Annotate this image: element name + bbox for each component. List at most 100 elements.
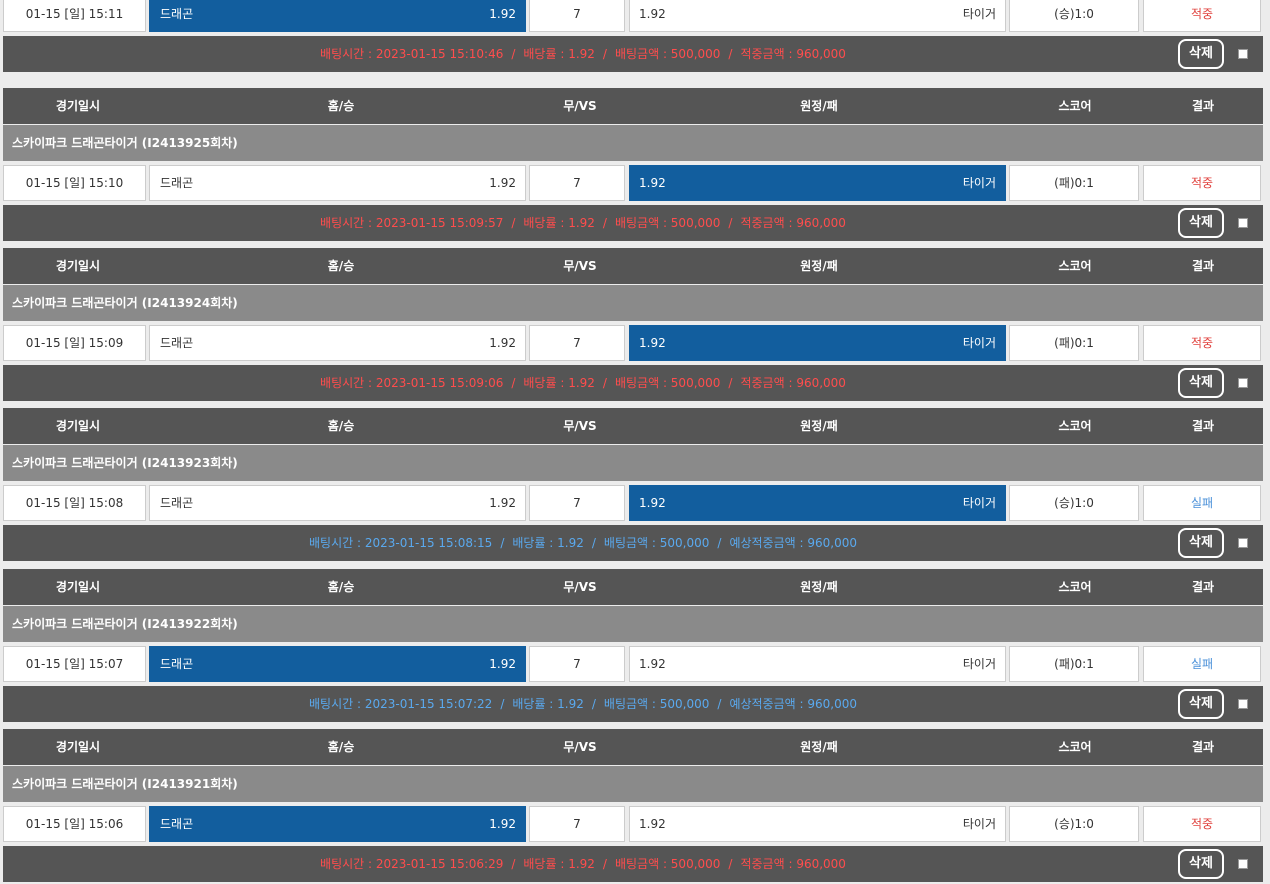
colon: : — [353, 697, 365, 711]
bet-time-value: 2023-01-15 15:09:06 — [375, 376, 504, 390]
bet-amount-label: 배팅금액 — [614, 216, 660, 230]
bet-info-bar: 배팅시간 : 2023-01-15 15:09:57 / 배당률 : 1.92 / 배팅… — [3, 205, 1263, 241]
home-pick[interactable]: 드래곤 1.92 — [149, 806, 526, 842]
colon: : — [648, 536, 660, 550]
delete-button[interactable]: 삭제 — [1178, 368, 1224, 398]
header-away: 원정/패 — [800, 580, 838, 594]
away-odds: 1.92 — [639, 336, 666, 350]
header-score: 스코어 — [1058, 580, 1092, 594]
header-date: 경기일시 — [55, 259, 101, 273]
home-pick[interactable]: 드래곤 1.92 — [149, 0, 526, 32]
bet-time-value: 2023-01-15 15:06:29 — [375, 857, 504, 871]
result-badge: 적중 — [1143, 0, 1261, 32]
home-team-name: 드래곤 — [160, 176, 194, 190]
away-pick[interactable]: 1.92 타이거 — [629, 485, 1006, 521]
select-checkbox[interactable] — [1238, 699, 1248, 709]
colon: : — [795, 536, 808, 550]
select-checkbox[interactable] — [1238, 859, 1248, 869]
colon: : — [784, 376, 797, 390]
bet-row: 01-15 [일] 15:09 드래곤 1.92 7 1.92 타이거 (패)0:1 적중 — [3, 325, 1263, 361]
home-pick[interactable]: 드래곤 1.92 — [149, 165, 526, 201]
bet-odds-value: 1.92 — [568, 216, 595, 230]
colon: : — [364, 376, 376, 390]
bet-row: 01-15 [일] 15:11 드래곤 1.92 7 1.92 타이거 (승)1:0 적중 — [3, 0, 1263, 32]
bet-amount-value: 500,000 — [670, 216, 721, 230]
delete-button[interactable]: 삭제 — [1178, 208, 1224, 238]
bet-amount-label: 배팅금액 — [614, 47, 660, 61]
delete-button[interactable]: 삭제 — [1178, 528, 1224, 558]
game-date: 01-15 [일] 15:07 — [3, 646, 146, 682]
away-pick[interactable]: 1.92 타이거 — [629, 646, 1006, 682]
bet-block: 경기일시 홈/승 무/VS 원정/패 스코어 결과 스카이파크 드래곤타이거 (I24139… — [3, 569, 1263, 765]
header-draw: 무/VS — [563, 259, 597, 273]
away-team-name: 타이거 — [962, 336, 996, 350]
separator: / — [728, 857, 733, 871]
colon: : — [784, 857, 797, 871]
away-pick[interactable]: 1.92 타이거 — [629, 165, 1006, 201]
away-pick[interactable]: 1.92 타이거 — [629, 806, 1006, 842]
bet-info-bar: 배팅시간 : 2023-01-15 15:09:06 / 배당률 : 1.92 / 배팅… — [3, 365, 1263, 401]
select-checkbox[interactable] — [1238, 218, 1248, 228]
separator: / — [591, 536, 596, 550]
home-pick[interactable]: 드래곤 1.92 — [149, 485, 526, 521]
colon: : — [795, 697, 808, 711]
bet-summary: 배팅시간 : 2023-01-15 15:07:22 / 배당률 : 1.92 / 배팅… — [3, 686, 1163, 722]
bet-info-bar: 배팅시간 : 2023-01-15 15:06:29 / 배당률 : 1.92 / 배팅… — [3, 846, 1263, 882]
header-result: 결과 — [1191, 740, 1215, 754]
select-checkbox[interactable] — [1238, 538, 1248, 548]
bet-block: 경기일시 홈/승 무/VS 원정/패 스코어 결과 스카이파크 드래곤타이거 (I24139… — [3, 408, 1263, 604]
select-checkbox[interactable] — [1238, 49, 1248, 59]
separator: / — [602, 857, 607, 871]
header-away: 원정/패 — [800, 740, 838, 754]
payout-amount-value: 960,000 — [796, 47, 846, 61]
bet-summary: 배팅시간 : 2023-01-15 15:09:06 / 배당률 : 1.92 / 배팅… — [3, 365, 1163, 401]
home-odds: 1.92 — [489, 336, 516, 350]
colon: : — [659, 47, 671, 61]
home-pick[interactable]: 드래곤 1.92 — [149, 325, 526, 361]
header-draw: 무/VS — [563, 419, 597, 433]
result-badge: 적중 — [1143, 165, 1261, 201]
table-header: 경기일시 홈/승 무/VS 원정/패 스코어 결과 — [3, 408, 1263, 444]
colon: : — [556, 857, 569, 871]
delete-button[interactable]: 삭제 — [1178, 39, 1224, 69]
home-pick[interactable]: 드래곤 1.92 — [149, 646, 526, 682]
bet-odds-value: 1.92 — [568, 857, 595, 871]
result-badge: 적중 — [1143, 325, 1261, 361]
bet-info-bar: 배팅시간 : 2023-01-15 15:10:46 / 배당률 : 1.92 / 배팅… — [3, 36, 1263, 72]
away-odds: 1.92 — [639, 7, 666, 21]
delete-button[interactable]: 삭제 — [1178, 849, 1224, 879]
draw-pick[interactable]: 7 — [529, 0, 625, 32]
bet-amount-label: 배팅금액 — [603, 697, 649, 711]
colon: : — [353, 536, 365, 550]
header-home: 홈/승 — [327, 259, 355, 273]
separator: / — [511, 376, 516, 390]
bet-info-bar: 배팅시간 : 2023-01-15 15:07:22 / 배당률 : 1.92 / 배팅… — [3, 686, 1263, 722]
draw-pick[interactable]: 7 — [529, 485, 625, 521]
away-team-name: 타이거 — [962, 7, 996, 21]
draw-pick[interactable]: 7 — [529, 165, 625, 201]
draw-pick[interactable]: 7 — [529, 646, 625, 682]
round-title: 스카이파크 드래곤타이거 (I2413924회차) — [3, 285, 1263, 321]
payout-amount-label: 적중금액 — [740, 216, 785, 230]
game-date: 01-15 [일] 15:11 — [3, 0, 146, 32]
select-checkbox[interactable] — [1238, 378, 1248, 388]
away-odds: 1.92 — [639, 657, 666, 671]
home-team-name: 드래곤 — [160, 7, 194, 21]
bet-amount-value: 500,000 — [659, 697, 710, 711]
payout-amount-label: 적중금액 — [740, 857, 785, 871]
away-pick[interactable]: 1.92 타이거 — [629, 325, 1006, 361]
game-date: 01-15 [일] 15:09 — [3, 325, 146, 361]
bet-odds-label: 배당률 — [523, 47, 557, 61]
result-badge: 적중 — [1143, 806, 1261, 842]
colon: : — [364, 216, 376, 230]
delete-button[interactable]: 삭제 — [1178, 689, 1224, 719]
draw-pick[interactable]: 7 — [529, 325, 625, 361]
header-home: 홈/승 — [327, 419, 355, 433]
separator: / — [511, 857, 516, 871]
bet-summary: 배팅시간 : 2023-01-15 15:10:46 / 배당률 : 1.92 / 배팅… — [3, 36, 1163, 72]
away-pick[interactable]: 1.92 타이거 — [629, 0, 1006, 32]
bet-summary: 배팅시간 : 2023-01-15 15:06:29 / 배당률 : 1.92 / 배팅… — [3, 846, 1163, 882]
draw-pick[interactable]: 7 — [529, 806, 625, 842]
bet-amount-label: 배팅금액 — [603, 536, 649, 550]
result-badge: 실패 — [1143, 646, 1261, 682]
